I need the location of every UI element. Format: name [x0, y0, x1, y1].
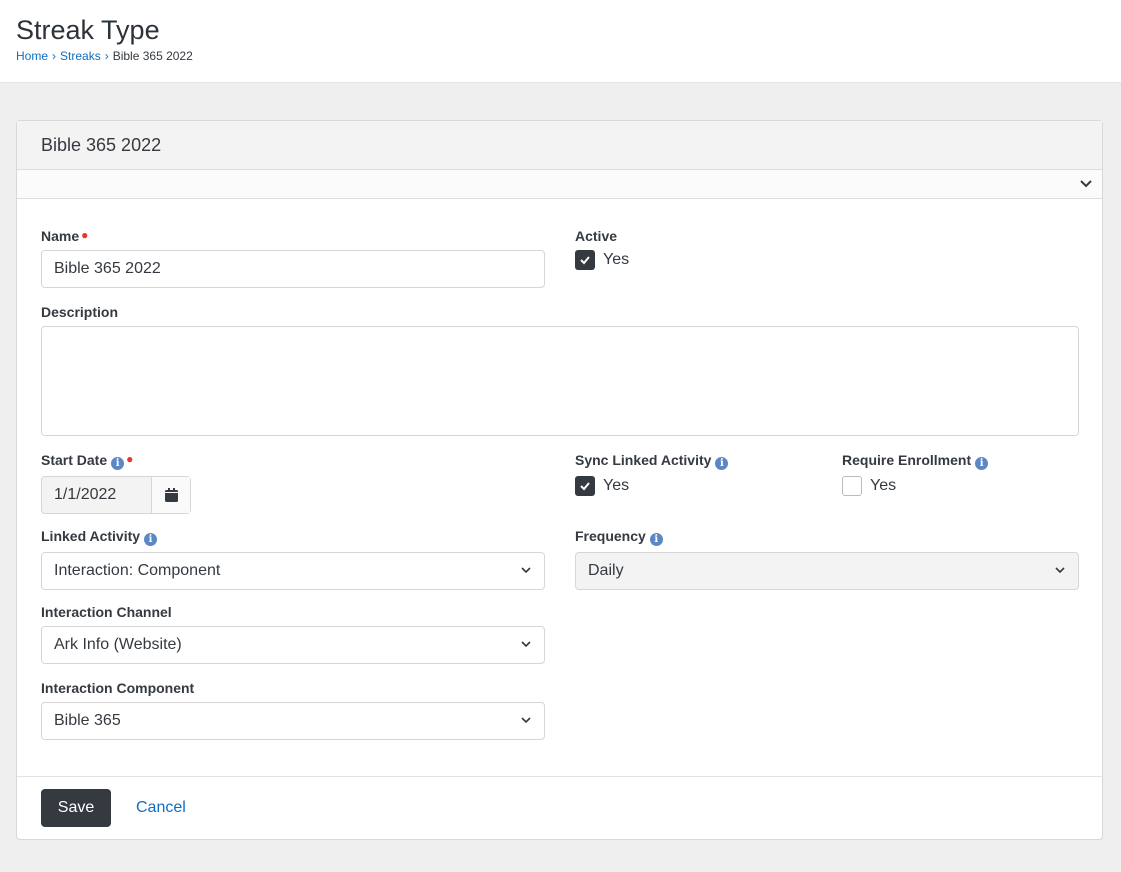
chevron-down-icon — [521, 567, 531, 574]
channel-label: Interaction Channel — [41, 604, 172, 620]
active-label: Active — [575, 228, 618, 244]
sync-checkbox[interactable]: Yes — [575, 476, 728, 496]
chevron-right-icon: › — [104, 49, 109, 63]
form-actions: Save Cancel — [17, 776, 1102, 840]
required-indicator: ● — [81, 228, 89, 242]
frequency-label: Frequency i — [575, 528, 1079, 546]
info-icon[interactable]: i — [715, 457, 729, 470]
calendar-icon — [164, 488, 178, 502]
linked-activity-select[interactable]: Interaction: Component — [41, 552, 545, 590]
linked-label: Linked Activity i — [41, 528, 545, 546]
breadcrumb: Home › Streaks › Bible 365 2022 — [16, 49, 1105, 63]
chevron-down-icon — [521, 717, 531, 724]
start-date-input[interactable]: 1/1/2022 — [41, 476, 191, 514]
description-label: Description — [41, 304, 119, 320]
checkmark-icon — [575, 476, 595, 496]
start-date-label: Start Date i ● — [41, 452, 134, 470]
info-icon[interactable]: i — [111, 457, 125, 470]
collapse-bar[interactable] — [17, 170, 1102, 199]
cancel-link[interactable]: Cancel — [136, 799, 186, 816]
interaction-component-select[interactable]: Bible 365 — [41, 702, 545, 740]
streak-type-card: Bible 365 2022 Name ● Bible 365 2022 Acti… — [16, 120, 1103, 840]
chevron-down-icon — [1055, 567, 1065, 574]
frequency-select[interactable]: Daily — [575, 552, 1079, 590]
page-header: Streak Type Home › Streaks › Bible 365 2022 — [0, 0, 1121, 83]
calendar-button[interactable] — [151, 477, 190, 513]
page-title: Streak Type — [16, 15, 160, 45]
info-icon[interactable]: i — [144, 533, 158, 546]
require-checkbox[interactable]: Yes — [842, 476, 988, 496]
breadcrumb-current: Bible 365 2022 — [112, 49, 193, 63]
description-textarea[interactable] — [41, 326, 1079, 436]
name-label: Name ● — [41, 228, 89, 244]
card-title: Bible 365 2022 — [17, 121, 1102, 170]
require-label: Require Enrollment i — [842, 452, 989, 470]
save-button[interactable]: Save — [41, 789, 111, 827]
info-icon[interactable]: i — [975, 457, 989, 470]
info-icon[interactable]: i — [649, 533, 663, 546]
name-input[interactable]: Bible 365 2022 — [41, 250, 545, 288]
chevron-right-icon: › — [52, 49, 57, 63]
checkmark-icon — [575, 250, 595, 270]
chevron-down-icon[interactable] — [1078, 175, 1094, 191]
breadcrumb-home[interactable]: Home — [16, 49, 49, 63]
active-checkbox[interactable]: Yes — [575, 250, 629, 270]
component-label: Interaction Component — [41, 680, 195, 696]
interaction-channel-select[interactable]: Ark Info (Website) — [41, 626, 545, 664]
chevron-down-icon — [521, 641, 531, 648]
sync-label: Sync Linked Activity i — [575, 452, 729, 470]
breadcrumb-streaks[interactable]: Streaks — [60, 49, 101, 63]
